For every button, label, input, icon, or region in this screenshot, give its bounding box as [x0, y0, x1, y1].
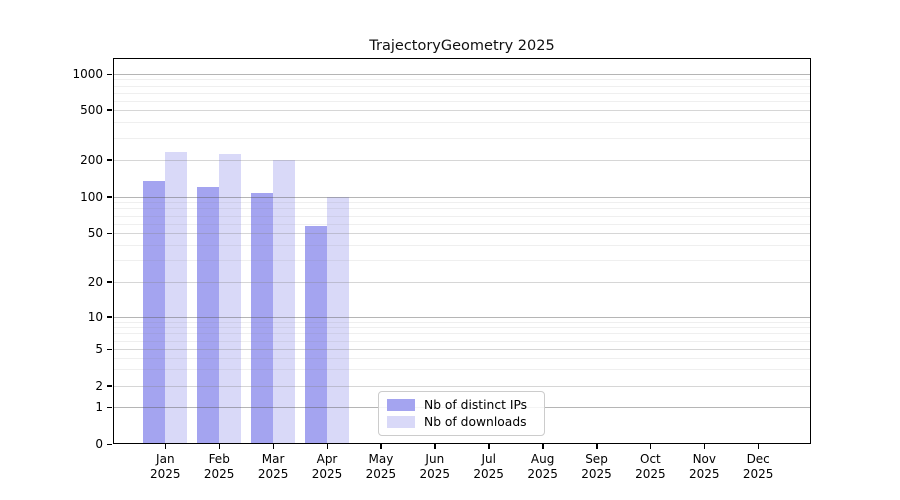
- y-tick-mark: [107, 232, 112, 235]
- x-tick-label-aug-2025: Aug 2025: [516, 452, 570, 482]
- x-tick-mark: [757, 444, 760, 449]
- y-tick-label-1000: 1000: [72, 67, 103, 82]
- legend-label-nb-of-downloads: Nb of downloads: [424, 415, 527, 429]
- y-tick-label-2: 2: [95, 378, 103, 393]
- x-tick-month: Mar: [261, 452, 285, 466]
- x-tick-month: Oct: [640, 452, 661, 466]
- x-tick-month: Aug: [530, 452, 555, 466]
- x-tick-label-mar-2025: Mar 2025: [246, 452, 300, 482]
- x-tick-label-jul-2025: Jul 2025: [462, 452, 516, 482]
- x-tick-month: Sep: [585, 452, 608, 466]
- x-tick-mark: [326, 444, 328, 449]
- x-tick-mark: [488, 444, 490, 449]
- x-tick-year: 2025: [257, 467, 289, 481]
- x-tick-year: 2025: [581, 467, 612, 481]
- y-tick-mark: [107, 281, 112, 283]
- x-tick-year: 2025: [689, 467, 720, 481]
- x-tick-year: 2025: [203, 467, 235, 481]
- x-tick-year: 2025: [419, 467, 451, 481]
- x-tick-label-may-2025: May 2025: [354, 452, 408, 482]
- x-tick-label-feb-2025: Feb 2025: [192, 452, 246, 482]
- x-tick-year: 2025: [635, 467, 666, 481]
- x-tick-year: 2025: [742, 467, 774, 481]
- x-tick-mark: [272, 444, 275, 449]
- x-tick-label-sep-2025: Sep 2025: [570, 452, 624, 482]
- chart-title: TrajectoryGeometry 2025: [369, 38, 555, 54]
- x-tick-month: Jun: [425, 452, 445, 466]
- x-tick-mark: [703, 444, 706, 449]
- x-tick-label-oct-2025: Oct 2025: [623, 452, 677, 482]
- y-tick-mark: [107, 109, 112, 111]
- x-tick-mark: [218, 444, 221, 449]
- legend-entry-nb-of-distinct-ips: Nb of distinct IPs: [387, 398, 536, 412]
- x-tick-month: Apr: [316, 452, 338, 466]
- x-tick-month: Nov: [692, 452, 716, 466]
- y-tick-label-10: 10: [87, 309, 103, 324]
- y-tick-mark: [107, 385, 112, 387]
- y-tick-mark: [107, 348, 112, 350]
- legend: Nb of distinct IPs Nb of downloads: [378, 391, 545, 436]
- y-tick-mark: [107, 443, 112, 445]
- x-tick-mark: [434, 444, 436, 449]
- x-tick-year: 2025: [527, 467, 558, 481]
- x-tick-mark: [164, 444, 167, 449]
- y-tick-label-100: 100: [80, 189, 103, 204]
- x-tick-year: 2025: [365, 467, 397, 481]
- legend-swatch-nb-of-distinct-ips: [387, 399, 415, 411]
- y-tick-label-1: 1: [95, 400, 103, 415]
- y-tick-label-20: 20: [87, 274, 103, 289]
- x-tick-mark: [596, 444, 598, 449]
- y-tick-label-200: 200: [80, 152, 103, 167]
- y-tick-label-50: 50: [87, 226, 103, 241]
- x-tick-label-jan-2025: Jan 2025: [138, 452, 192, 482]
- x-tick-month: Jan: [156, 452, 175, 466]
- x-tick-month: May: [368, 452, 394, 466]
- x-tick-mark: [380, 444, 382, 449]
- x-tick-month: Dec: [746, 452, 770, 466]
- y-tick-mark: [107, 159, 112, 161]
- y-tick-label-500: 500: [80, 102, 103, 117]
- x-tick-month: Feb: [208, 452, 230, 466]
- y-tick-label-5: 5: [95, 342, 103, 356]
- legend-swatch-nb-of-downloads: [387, 416, 415, 428]
- x-tick-label-apr-2025: Apr 2025: [300, 452, 354, 482]
- x-tick-label-dec-2025: Dec 2025: [731, 452, 785, 482]
- y-tick-label-0: 0: [95, 437, 103, 451]
- y-tick-mark: [107, 73, 112, 76]
- y-tick-mark: [107, 406, 112, 409]
- legend-label-nb-of-distinct-ips: Nb of distinct IPs: [424, 398, 528, 412]
- y-tick-mark: [107, 196, 112, 198]
- x-tick-label-nov-2025: Nov 2025: [677, 452, 731, 482]
- x-tick-year: 2025: [473, 467, 504, 481]
- x-tick-label-jun-2025: Jun 2025: [408, 452, 462, 482]
- x-tick-month: Jul: [481, 452, 496, 466]
- legend-entry-nb-of-downloads: Nb of downloads: [387, 415, 536, 429]
- x-tick-mark: [649, 444, 652, 449]
- x-tick-mark: [542, 444, 544, 449]
- plot-area: [113, 58, 811, 444]
- x-tick-year: 2025: [311, 467, 343, 481]
- y-tick-mark: [107, 316, 112, 318]
- x-tick-year: 2025: [150, 467, 181, 481]
